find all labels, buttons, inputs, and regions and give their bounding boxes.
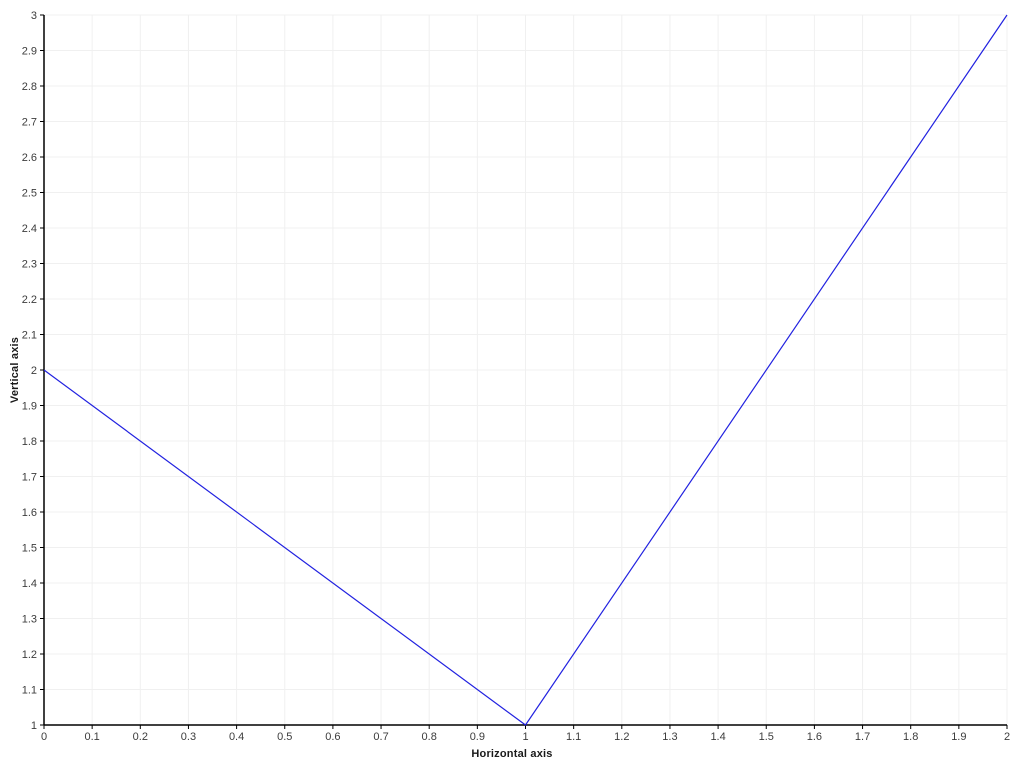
- x-tick-label: 0.2: [133, 731, 148, 743]
- x-tick-label: 0.4: [229, 731, 244, 743]
- x-tick-label: 0.9: [470, 731, 485, 743]
- y-tick-label: 2.6: [22, 152, 37, 164]
- y-tick-label: 2: [31, 365, 37, 377]
- y-tick-label: 2.4: [22, 223, 37, 235]
- x-tick-label: 1: [522, 731, 528, 743]
- tick-labels: 0 0.1 0.2 0.3 0.4 0.5 0.6 0.7 0.8 0.9 1 1.1 1.2 1.3 1.…: [22, 10, 1010, 743]
- x-tick-label: 1.7: [855, 731, 870, 743]
- x-tick-label: 0.1: [85, 731, 100, 743]
- x-tick-label: 0.7: [373, 731, 388, 743]
- gridlines: [44, 14, 1008, 725]
- y-tick-label: 1.9: [22, 400, 37, 412]
- y-axis-title: Vertical axis: [9, 336, 21, 404]
- x-tick-label: 1.2: [614, 731, 629, 743]
- data-line: [43, 14, 1008, 726]
- y-tick-label: 1.1: [22, 684, 37, 696]
- x-tick-label: 1.5: [759, 731, 774, 743]
- x-tick-label: 1.3: [662, 731, 677, 743]
- x-tick-label: 0.3: [181, 731, 196, 743]
- x-tick-label: 0.6: [325, 731, 340, 743]
- y-tick-label: 3: [31, 10, 37, 22]
- x-tick-label: 0.5: [277, 731, 292, 743]
- y-tick-label: 2.3: [22, 258, 37, 270]
- x-tick-label: 1.6: [807, 731, 822, 743]
- tick-marks: [40, 14, 1008, 729]
- y-tick-label: 1.5: [22, 542, 37, 554]
- y-tick-label: 1: [31, 720, 37, 732]
- x-tick-label: 1.1: [566, 731, 581, 743]
- y-tick-label: 2.5: [22, 187, 37, 199]
- y-tick-label: 2.7: [22, 116, 37, 128]
- y-tick-label: 2.8: [22, 81, 37, 93]
- x-tick-label: 1.8: [903, 731, 918, 743]
- x-tick-label: 2: [1004, 731, 1010, 743]
- y-tick-label: 1.8: [22, 436, 37, 448]
- y-tick-label: 2.9: [22, 45, 37, 57]
- x-tick-label: 1.4: [710, 731, 725, 743]
- x-axis-title: Horizontal axis: [471, 748, 553, 760]
- y-tick-label: 1.3: [22, 613, 37, 625]
- y-tick-label: 2.1: [22, 329, 37, 341]
- x-tick-label: 0: [41, 731, 47, 743]
- x-tick-label: 1.9: [951, 731, 966, 743]
- data-series: [43, 14, 1008, 726]
- y-tick-label: 1.6: [22, 507, 37, 519]
- x-tick-label: 0.8: [422, 731, 437, 743]
- y-tick-label: 1.4: [22, 578, 37, 590]
- y-tick-label: 2.2: [22, 294, 37, 306]
- y-tick-label: 1.2: [22, 649, 37, 661]
- y-tick-label: 1.7: [22, 471, 37, 483]
